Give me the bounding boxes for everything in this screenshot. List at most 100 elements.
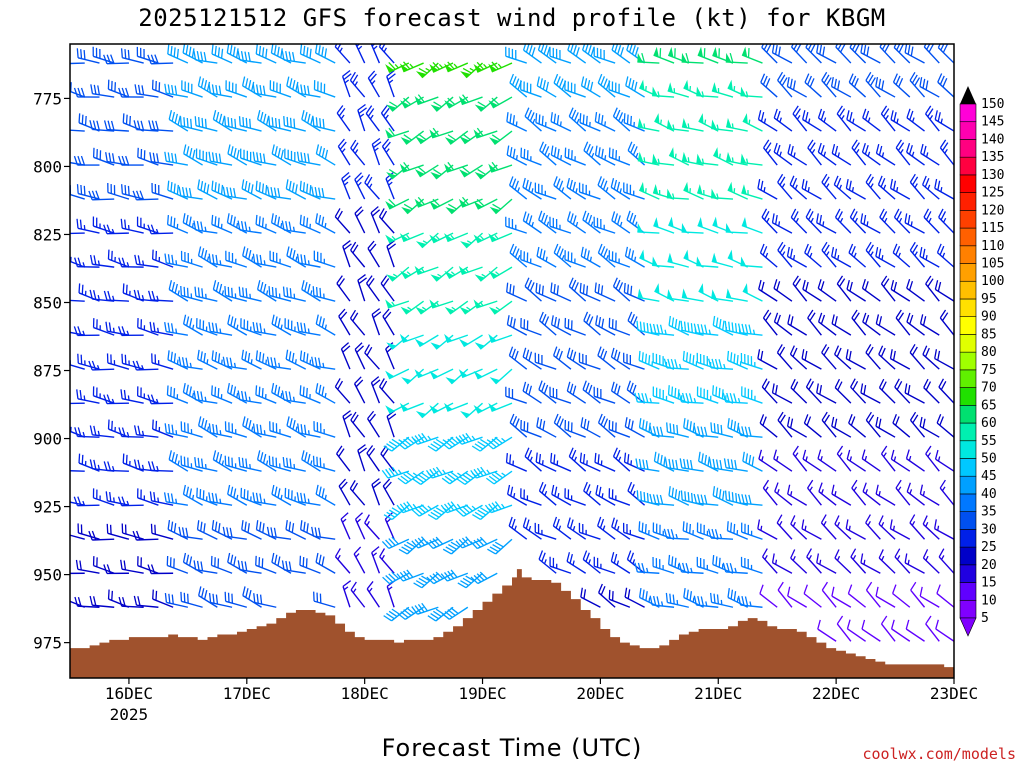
wind-barb	[875, 246, 896, 268]
wind-barb	[919, 314, 940, 336]
wind-barb	[311, 356, 336, 370]
colorbar-swatch	[959, 121, 977, 140]
wind-barb	[862, 482, 881, 506]
wind-barb	[806, 548, 822, 574]
wind-barb	[252, 492, 277, 506]
x-tick-sublabel: 2025	[110, 705, 149, 724]
y-tick-label: 875	[33, 362, 62, 381]
wind-barb	[193, 50, 218, 64]
wind-barb	[697, 217, 719, 234]
wind-barb	[920, 143, 940, 166]
wind-barb	[73, 155, 100, 166]
wind-barb	[807, 139, 822, 166]
wind-barb	[583, 311, 601, 336]
wind-barb	[70, 199, 71, 200]
wind-barb	[890, 449, 911, 472]
wind-barb	[299, 555, 321, 574]
wind-barb	[208, 492, 233, 506]
wind-barb	[301, 280, 321, 302]
colorbar-swatch	[959, 139, 977, 158]
colorbar-label: 60	[981, 416, 997, 431]
wind-barb	[313, 591, 336, 608]
wind-barb	[474, 164, 498, 180]
wind-barb	[103, 461, 129, 472]
wind-barb	[906, 312, 925, 336]
colorbar-swatch	[959, 210, 977, 229]
wind-barb	[488, 61, 513, 73]
wind-barb	[919, 246, 940, 268]
wind-barb	[938, 548, 954, 574]
wind-barb	[763, 139, 778, 166]
wind-barb	[78, 113, 100, 132]
wind-barb	[411, 536, 439, 549]
wind-barb	[470, 536, 498, 550]
wind-barb	[182, 314, 203, 336]
wind-barb	[553, 176, 572, 200]
x-tick-label: 20DEC	[576, 684, 624, 703]
wind-barb	[773, 312, 793, 336]
credit-link[interactable]: coolwx.com/models	[862, 745, 1016, 763]
wind-barb	[773, 142, 793, 166]
wind-barb	[225, 80, 248, 98]
wind-barb	[925, 105, 940, 132]
wind-barb	[270, 44, 292, 64]
wind-barb	[787, 314, 808, 336]
wind-barb	[252, 151, 277, 166]
wind-barb	[696, 522, 719, 540]
wind-barb	[580, 587, 601, 608]
wind-barb	[386, 580, 396, 608]
wind-barb	[237, 390, 262, 404]
wind-barb	[195, 148, 218, 166]
wind-barb	[378, 208, 395, 234]
wind-barb	[566, 347, 587, 370]
wind-barb	[429, 402, 454, 414]
wind-barb	[379, 548, 395, 574]
wind-barb	[167, 44, 189, 64]
x-tick-label: 21DEC	[694, 684, 742, 703]
wind-barb	[89, 595, 115, 608]
wind-barb	[834, 345, 852, 370]
wind-barb	[430, 266, 454, 282]
wind-barb	[485, 436, 513, 450]
wind-barb	[385, 299, 410, 309]
x-tick-label: 19DEC	[458, 684, 506, 703]
wind-barb	[937, 44, 954, 64]
wind-barb	[430, 96, 454, 112]
wind-barb	[340, 512, 351, 540]
wind-barb	[802, 449, 822, 472]
colorbar-label: 145	[981, 115, 1004, 130]
wind-barb	[149, 152, 174, 166]
wind-barb	[430, 164, 454, 180]
wind-barb	[70, 130, 71, 132]
wind-barb	[252, 321, 277, 336]
wind-barb	[338, 308, 351, 336]
wind-barb	[426, 571, 454, 585]
wind-barb	[444, 300, 469, 315]
wind-barb	[667, 252, 689, 268]
wind-barb	[551, 484, 572, 506]
wind-barb	[70, 600, 85, 608]
wind-barb	[774, 482, 793, 506]
wind-barb	[861, 142, 881, 166]
wind-barb	[313, 250, 336, 268]
wind-barb	[367, 240, 380, 268]
wind-barb	[834, 208, 852, 234]
wind-barb	[340, 342, 351, 370]
wind-barb	[936, 584, 954, 608]
colorbar-swatch	[959, 493, 977, 512]
wind-barb	[652, 256, 675, 268]
wind-barb	[740, 352, 763, 370]
wind-barb	[773, 449, 793, 472]
wind-barb	[836, 275, 852, 302]
wind-barb	[923, 378, 940, 404]
wind-barb	[282, 286, 306, 302]
wind-barb	[242, 416, 262, 438]
wind-barb	[342, 580, 352, 608]
wind-barb	[107, 589, 130, 608]
wind-barb	[580, 417, 601, 438]
wind-barb	[488, 232, 513, 243]
wind-barb	[166, 555, 189, 574]
wind-barb	[226, 44, 248, 64]
wind-barb	[226, 213, 248, 234]
colorbar-swatch	[959, 227, 977, 247]
